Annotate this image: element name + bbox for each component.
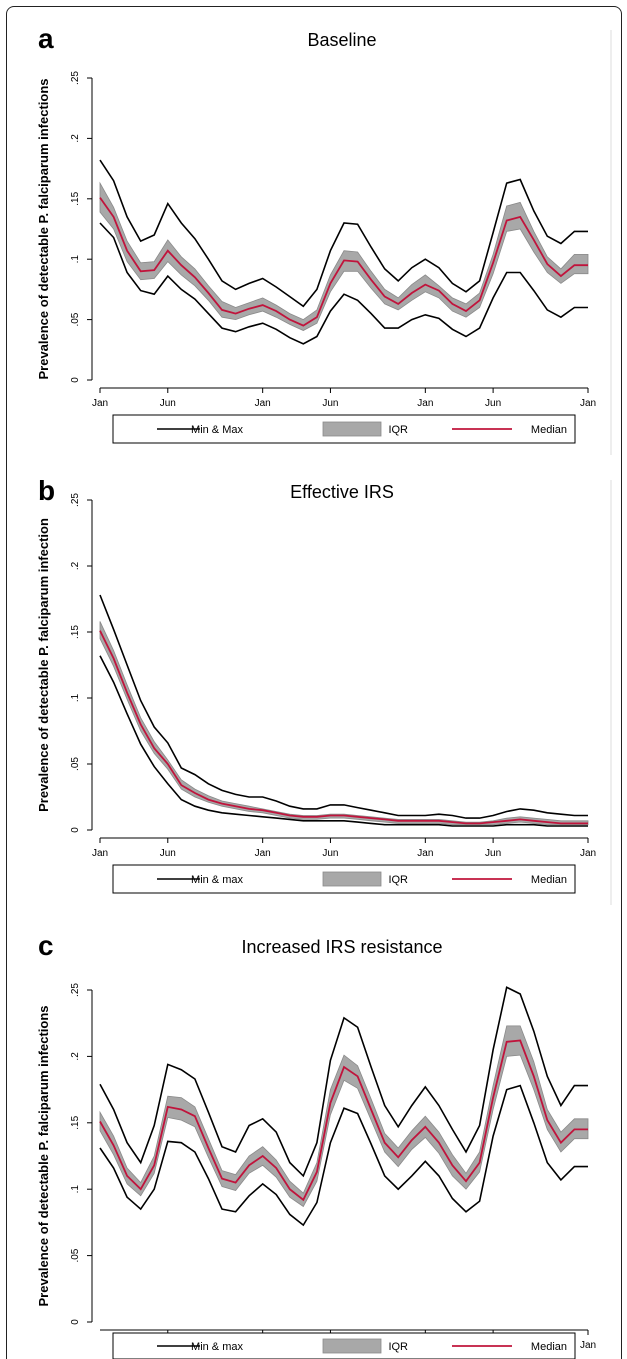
chart-title: Baseline <box>307 30 376 50</box>
series-max-line <box>99 986 588 1178</box>
series-min-line <box>99 222 588 345</box>
series-iqr-band <box>99 1025 589 1208</box>
y-tick-label: .2 <box>70 561 81 570</box>
x-tick-label: Jun <box>322 398 338 409</box>
legend-label-median: Median <box>531 424 567 436</box>
y-tick-label: .25 <box>70 71 81 85</box>
x-tick-label: Jun <box>160 848 176 859</box>
y-tick-label: .1 <box>70 255 81 264</box>
legend-label-minmax: Min & max <box>191 874 243 886</box>
series-median-line <box>99 630 588 825</box>
y-tick-label: .2 <box>70 134 81 143</box>
y-tick-label: .05 <box>70 312 81 326</box>
y-tick-label: 0 <box>70 827 81 833</box>
y-axis-label: Prevalence of detectable P. falciparum i… <box>36 1005 51 1306</box>
x-tick-label: Jan <box>580 848 596 859</box>
legend-label-iqr: IQR <box>388 874 408 886</box>
series-max-line <box>99 594 588 819</box>
figure-frame <box>6 6 622 1359</box>
y-tick-label: .15 <box>70 191 81 205</box>
panel-letter: a <box>38 23 54 54</box>
legend-label-minmax: Min & Max <box>191 424 243 436</box>
series-iqr-band <box>99 621 589 826</box>
chart-panel-a: a Baseline Prevalence of detectable P. fal… <box>36 23 596 444</box>
x-tick-label: Jan <box>417 848 433 859</box>
legend-swatch-iqr <box>322 421 382 437</box>
y-tick-label: .15 <box>70 1115 81 1129</box>
series-median-line <box>99 1039 588 1202</box>
series-min-line <box>99 1084 588 1227</box>
legend-label-median: Median <box>531 874 567 886</box>
legend-label-iqr: IQR <box>388 424 408 436</box>
x-tick-label: Jan <box>417 398 433 409</box>
y-tick-label: .05 <box>70 757 81 771</box>
series-min-line <box>99 655 588 827</box>
panel-letter: b <box>38 475 55 506</box>
chart-panel-b: b Effective IRS Prevalence of detectable P… <box>36 475 596 894</box>
series-max-line <box>99 159 588 308</box>
x-tick-label: Jan <box>92 848 108 859</box>
y-tick-label: .15 <box>70 625 81 639</box>
series-iqr-band <box>99 181 589 331</box>
chart-title: Effective IRS <box>290 482 394 502</box>
y-tick-label: .05 <box>70 1248 81 1262</box>
legend-label-median: Median <box>531 1341 567 1353</box>
chart-panel-c: c Increased IRS resistance Prevalence of d… <box>36 930 596 1359</box>
legend-swatch-iqr <box>322 871 382 887</box>
legend-swatch-iqr <box>322 1338 382 1354</box>
chart-title: Increased IRS resistance <box>241 937 442 957</box>
y-tick-label: 0 <box>70 377 81 383</box>
y-axis-label: Prevalence of detectable P. falciparum i… <box>36 78 51 379</box>
x-tick-label: Jun <box>160 398 176 409</box>
x-tick-label: Jan <box>580 1340 596 1351</box>
x-tick-label: Jan <box>255 398 271 409</box>
x-tick-label: Jun <box>322 848 338 859</box>
y-tick-label: .25 <box>70 983 81 997</box>
y-tick-label: .1 <box>70 1185 81 1194</box>
y-tick-label: .25 <box>70 493 81 507</box>
y-tick-label: .2 <box>70 1052 81 1061</box>
x-tick-label: Jan <box>92 398 108 409</box>
series-median-line <box>99 197 588 327</box>
x-tick-label: Jun <box>485 398 501 409</box>
x-tick-label: Jan <box>580 398 596 409</box>
y-axis-label: Prevalence of detectable P. falciparum i… <box>36 518 51 812</box>
legend-label-minmax: Min & max <box>191 1341 243 1353</box>
y-tick-label: .1 <box>70 693 81 702</box>
legend-label-iqr: IQR <box>388 1341 408 1353</box>
x-tick-label: Jun <box>485 848 501 859</box>
panel-letter: c <box>38 930 54 961</box>
x-tick-label: Jan <box>255 848 271 859</box>
y-tick-label: 0 <box>70 1319 81 1325</box>
